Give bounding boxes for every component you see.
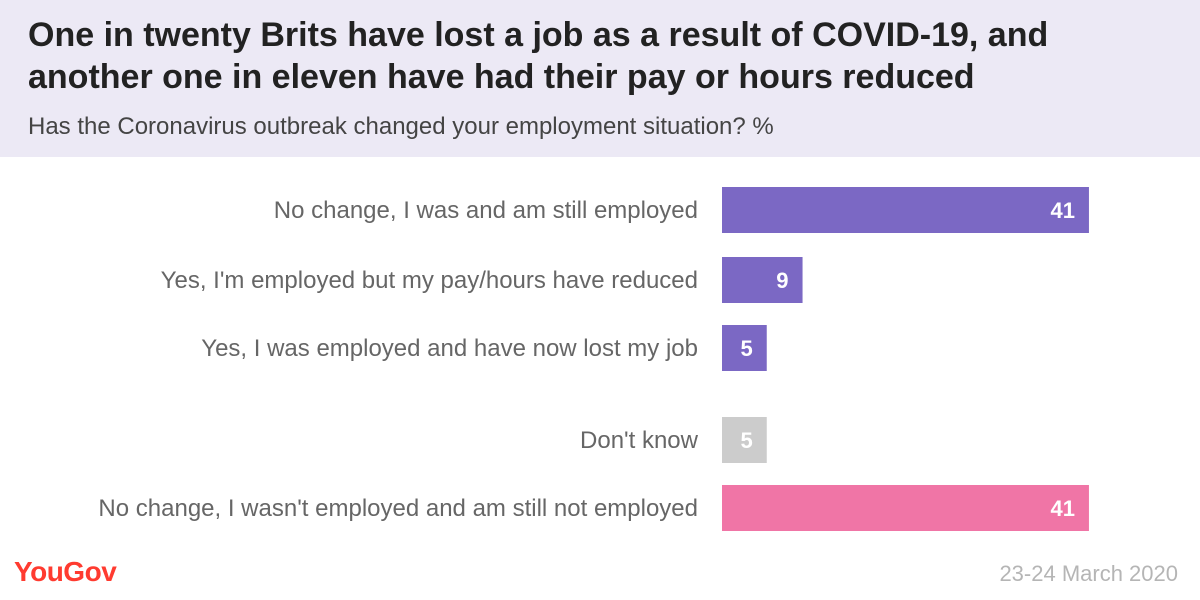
bar [722, 325, 767, 371]
yougov-logo: YouGov [14, 556, 117, 587]
bar [722, 257, 803, 303]
data-label: 5 [741, 428, 753, 453]
data-label: 41 [1050, 496, 1074, 521]
chart-title: One in twenty Brits have lost a job as a… [28, 16, 1049, 96]
category-label: Yes, I'm employed but my pay/hours have … [161, 267, 698, 294]
category-label: No change, I wasn't employed and am stil… [98, 495, 698, 522]
data-label: 41 [1050, 198, 1074, 223]
chart-subtitle: Has the Coronavirus outbreak changed you… [28, 113, 774, 140]
category-label: Yes, I was employed and have now lost my… [201, 335, 698, 362]
header-banner: One in twenty Brits have lost a job as a… [0, 0, 1200, 157]
bar [722, 187, 1089, 233]
bar [722, 417, 767, 463]
bar [722, 485, 1089, 531]
fieldwork-date: 23-24 March 2020 [999, 561, 1178, 586]
data-label: 5 [741, 336, 753, 361]
category-label: No change, I was and am still employed [274, 197, 698, 224]
data-label: 9 [776, 268, 788, 293]
category-label: Don't know [580, 427, 699, 454]
